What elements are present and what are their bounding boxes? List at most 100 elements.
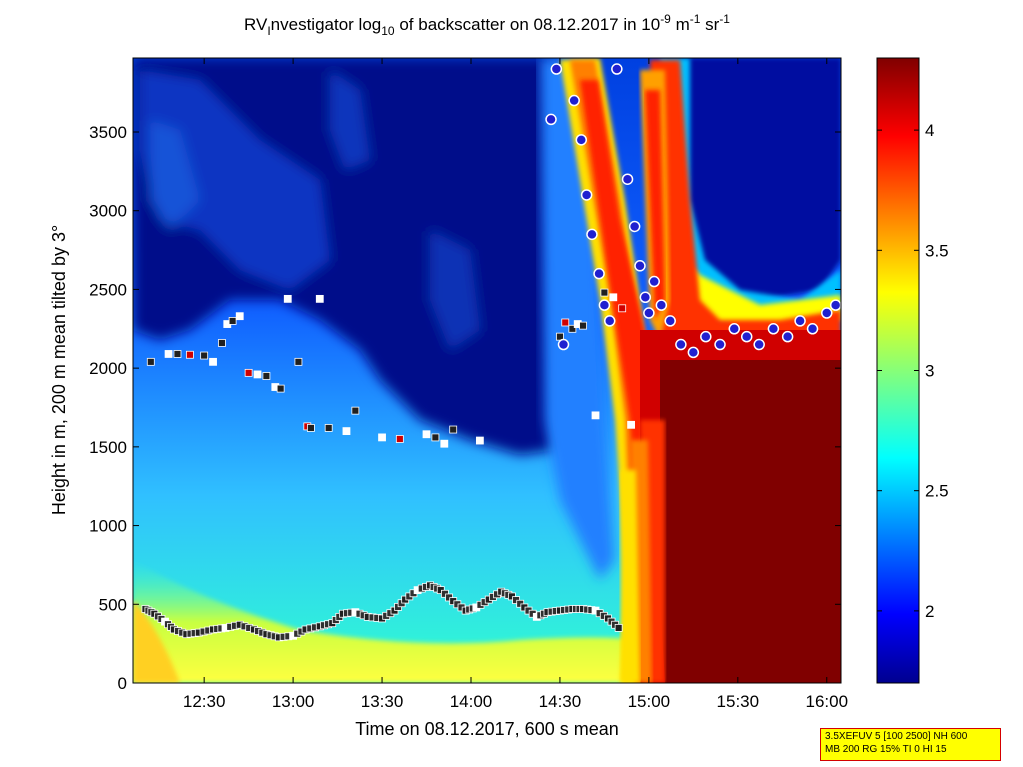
upper-layer-marker xyxy=(306,424,315,432)
cloud-marker xyxy=(568,94,580,107)
cloud-marker xyxy=(781,330,794,343)
upper-layer-marker xyxy=(164,350,173,358)
upper-layer-marker xyxy=(568,324,577,333)
cloud-marker xyxy=(714,338,726,351)
cloud-marker xyxy=(639,291,652,304)
colorbar-tick-label: 3 xyxy=(925,362,934,381)
cloud-marker xyxy=(794,315,806,327)
cloud-marker xyxy=(675,338,687,351)
lowest-layer-marker xyxy=(614,623,623,632)
lowest-layer-markers xyxy=(141,581,623,642)
y-tick-label: 500 xyxy=(99,595,127,614)
cloud-marker xyxy=(586,228,598,241)
cloud-marker xyxy=(611,63,623,75)
cloud-marker xyxy=(829,299,841,311)
upper-layer-marker xyxy=(228,317,237,325)
y-tick-label: 0 xyxy=(118,674,127,693)
upper-layer-marker xyxy=(395,435,404,443)
upper-layer-marker xyxy=(276,384,285,393)
upper-layer-marker xyxy=(609,293,618,302)
upper-layer-marker xyxy=(186,350,194,359)
upper-layer-marker xyxy=(431,433,440,442)
colorbar: 2 2.5 3 3.5 4 xyxy=(876,57,949,684)
settings-info-box: 3.5XEFUV 5 [100 2500] NH 600 MB 200 RG 1… xyxy=(820,728,1001,761)
upper-layer-marker xyxy=(283,294,292,303)
cloud-marker xyxy=(557,338,570,351)
smoke-plume xyxy=(560,58,841,683)
cloud-marker xyxy=(806,323,819,335)
cloud-marker xyxy=(621,173,634,185)
upper-layer-marker xyxy=(627,420,635,429)
cloud-marker xyxy=(634,260,646,272)
upper-layer-marker xyxy=(561,318,570,327)
cloud-marker xyxy=(593,267,605,280)
upper-layer-marker xyxy=(324,424,333,432)
x-tick-label: 12:30 xyxy=(183,692,226,711)
pre-plume-band xyxy=(540,58,615,580)
y-tick-label: 3000 xyxy=(89,202,127,221)
cloud-marker xyxy=(575,134,588,146)
x-tick-label: 14:30 xyxy=(539,692,582,711)
upper-right-region xyxy=(665,58,841,300)
upper-layer-marker xyxy=(200,351,209,360)
y-tick-label: 3500 xyxy=(89,123,127,142)
cloud-markers xyxy=(545,63,841,359)
colorbar-tick-label: 2.5 xyxy=(925,482,949,501)
cloud-marker xyxy=(728,323,741,335)
upper-layer-marker xyxy=(449,425,458,434)
x-tick-label: 13:30 xyxy=(361,692,404,711)
upper-layer-marker xyxy=(294,357,303,366)
upper-layer-marker xyxy=(351,406,360,415)
colorbar-gradient xyxy=(876,57,920,684)
cloud-marker xyxy=(643,307,655,319)
x-tick-label: 13:00 xyxy=(272,692,315,711)
upper-layer-marker xyxy=(173,350,182,358)
cloud-marker xyxy=(603,315,616,327)
y-tick-label: 1000 xyxy=(89,517,127,536)
y-axis: 0 500 1000 1500 2000 2500 3000 3500 xyxy=(89,123,841,693)
upper-layer-marker xyxy=(262,372,271,380)
y-axis-label: Height in m, 200 m mean tilted by 3° xyxy=(49,225,69,515)
upper-layer-marker xyxy=(422,430,431,439)
cloud-marker xyxy=(740,330,753,343)
y-tick-label: 1500 xyxy=(89,438,127,457)
x-tick-label: 14:00 xyxy=(450,692,493,711)
upper-layer-marker xyxy=(591,411,600,420)
cloud-marker xyxy=(821,307,833,319)
upper-layer-marker xyxy=(618,304,627,313)
upper-layer-marker xyxy=(475,436,484,445)
cloud-marker xyxy=(545,113,557,126)
clear-air-region xyxy=(133,58,555,455)
x-tick-label: 15:30 xyxy=(717,692,760,711)
cloud-marker xyxy=(687,346,700,359)
y-tick-label: 2000 xyxy=(89,359,127,378)
upper-layer-marker xyxy=(440,439,449,448)
ground-layer xyxy=(133,560,650,683)
chart-title: RVInvestigator log10 of backscatter on 0… xyxy=(244,12,730,38)
cloud-marker xyxy=(700,330,712,343)
colorbar-tick-label: 4 xyxy=(925,121,934,140)
settings-info-line-1: 3.5XEFUV 5 [100 2500] NH 600 xyxy=(825,731,968,742)
plot-frame xyxy=(132,57,842,684)
upper-layer-marker xyxy=(579,321,587,330)
colorbar-ticks: 2 2.5 3 3.5 4 xyxy=(877,121,949,621)
cloud-marker xyxy=(655,299,668,311)
colorbar-tick-label: 3.5 xyxy=(925,241,949,260)
upper-layer-marker xyxy=(244,368,253,377)
upper-layer-marker xyxy=(235,312,244,321)
upper-layer-marker xyxy=(342,427,351,436)
x-axis-label: Time on 08.12.2017, 600 s mean xyxy=(355,719,619,739)
upper-layer-markers xyxy=(146,288,635,448)
upper-layer-marker xyxy=(218,339,226,347)
upper-layer-marker xyxy=(600,288,609,297)
upper-layer-marker xyxy=(315,294,324,303)
heatmap-area xyxy=(133,58,841,683)
colorbar-tick-label: 2 xyxy=(925,602,934,621)
upper-layer-marker xyxy=(253,370,262,379)
upper-layer-marker xyxy=(146,357,155,366)
cloud-marker xyxy=(753,338,765,351)
x-tick-label: 15:00 xyxy=(628,692,671,711)
upper-layer-marker xyxy=(209,357,217,366)
cloud-marker xyxy=(550,63,563,75)
